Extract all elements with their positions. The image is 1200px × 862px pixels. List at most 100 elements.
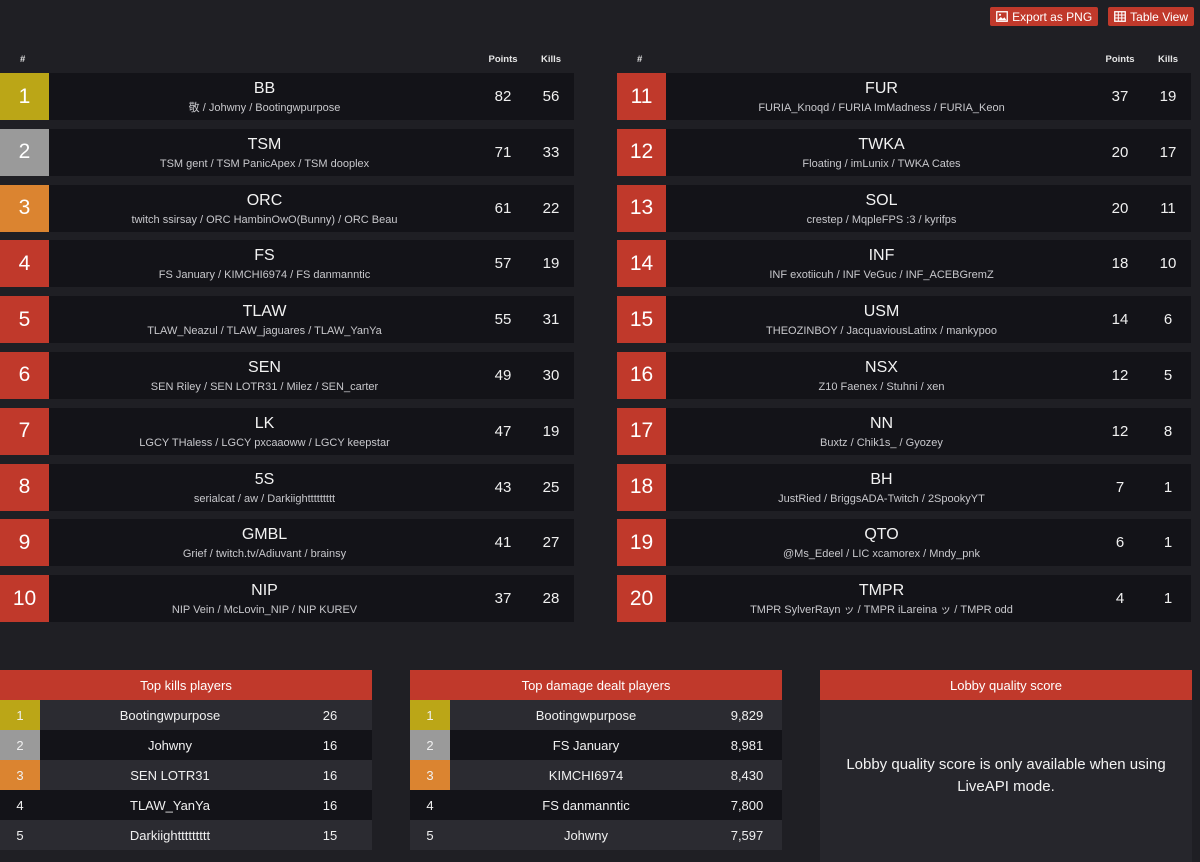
team-kills: 1 [1163,478,1173,496]
player-row: 3 KIMCHI6974 8,430 [410,760,782,790]
team-name: INF [868,247,895,265]
standings-right: # Points Kills 11 FUR FURIA_Knoqd / FURIA … [617,54,1191,631]
team-cell: TMPR TMPR SylverRayn ッ / TMPR iLareina ッ … [666,575,1097,622]
table-view-button[interactable]: Table View [1108,7,1194,26]
standings-left: # Points Kills 1 BB 敬 / Johwny / Bootingwp… [0,54,574,631]
player-value: 8,430 [730,767,764,783]
team-players: twitch ssirsay / ORC HambinOwO(Bunny) / … [131,213,398,226]
player-row: 3 SEN LOTR31 16 [0,760,372,790]
team-name: TMPR [858,582,905,600]
player-value: 16 [322,767,338,783]
team-name: LK [254,414,275,432]
export-png-label: Export as PNG [1012,9,1093,24]
player-name: FS danmanntic [542,797,630,813]
team-kills: 33 [542,143,560,161]
team-name: NIP [251,582,278,600]
team-players: @Ms_Edeel / LIC xcamorex / Mndy_pnk [782,548,981,561]
top-kills-rows: 1 Bootingwpurpose 26 2 Johwny 16 3 SEN LOTR31 16… [0,700,372,850]
team-name: USM [863,303,900,321]
standings-row: 7 LK LGCY THaless / LGCY pxcaaoww / LGCY k… [0,407,574,455]
team-points: 82 [494,88,512,105]
player-name: Darkiighttttttttt [129,827,211,843]
team-cell: BH JustRied / BriggsADA-Twitch / 2SpookyY… [666,464,1097,511]
team-kills: 22 [542,199,560,217]
team-points: 43 [494,478,512,496]
team-points: 12 [1111,366,1129,384]
standings-row: 17 NN Buxtz / Chik1s_ / Gyozey 12 8 [617,407,1191,455]
team-points: 4 [1115,590,1125,608]
player-value: 26 [322,707,338,723]
player-name: Bootingwpurpose [119,707,221,723]
rank-badge: 5 [0,296,49,344]
team-players: TMPR SylverRayn ッ / TMPR iLareina ッ / TM… [750,604,1013,617]
team-cell: TLAW TLAW_Neazul / TLAW_jaguares / TLAW_Y… [49,296,480,343]
rank-badge: 18 [617,463,666,511]
team-points: 20 [1111,199,1129,217]
team-points: 71 [494,143,512,161]
team-cell: NSX Z10 Faenex / Stuhni / xen [666,352,1097,399]
team-cell: 5S serialcat / aw / Darkiighttttttttt [49,464,480,511]
team-players: TSM gent / TSM PanicApex / TSM dooplex [159,157,370,170]
player-rank: 5 [16,827,24,843]
rank-badge: 12 [617,128,666,176]
team-players: Z10 Faenex / Stuhni / xen [818,380,945,393]
export-png-button[interactable]: Export as PNG [990,7,1099,26]
team-name: SOL [865,191,898,209]
rank-column-header: # [20,54,26,65]
team-kills: 28 [542,590,560,608]
team-kills: 19 [542,255,560,273]
player-rank: 4 [16,797,24,813]
team-name: FS [254,247,275,265]
standings-row: 19 QTO @Ms_Edeel / LIC xcamorex / Mndy_pnk… [617,519,1191,567]
player-name: Johwny [563,827,609,843]
team-points: 20 [1111,143,1129,161]
standings-row: 9 GMBL Grief / twitch.tv/Adiuvant / brains… [0,519,574,567]
team-cell: QTO @Ms_Edeel / LIC xcamorex / Mndy_pnk [666,519,1097,566]
team-points: 57 [494,255,512,273]
team-cell: GMBL Grief / twitch.tv/Adiuvant / brainsy [49,519,480,566]
team-name: SEN [248,358,281,376]
standings-row: 16 NSX Z10 Faenex / Stuhni / xen 12 5 [617,351,1191,399]
player-rank: 1 [410,700,450,730]
rank-badge: 10 [0,575,49,623]
standings-row: 3 ORC twitch ssirsay / ORC HambinOwO(Bunny… [0,184,574,232]
team-kills: 19 [1159,88,1177,105]
team-name: BB [253,80,276,97]
player-row: 4 FS danmanntic 7,800 [410,790,782,820]
standings-row: 8 5S serialcat / aw / Darkiighttttttttt 43 2… [0,463,574,511]
team-players: INF exotiicuh / INF VeGuc / INF_ACEBGrem… [769,269,994,282]
team-cell: TSM TSM gent / TSM PanicApex / TSM doople… [49,129,480,176]
team-players: FS January / KIMCHI6974 / FS danmanntic [158,269,371,282]
player-value: 16 [322,797,338,813]
rank-badge: 6 [0,351,49,399]
player-row: 4 TLAW_YanYa 16 [0,790,372,820]
team-points: 47 [494,422,512,440]
team-cell: BB 敬 / Johwny / Bootingwpurpose [49,73,480,120]
team-cell: USM THEOZINBOY / JacquaviousLatinx / mank… [666,296,1097,343]
team-name: FUR [865,80,898,97]
team-cell: SOL crestep / MqpleFPS :3 / kyrifps [666,185,1097,232]
player-name: TLAW_YanYa [130,797,210,813]
standings-rows: 1 BB 敬 / Johwny / Bootingwpurpose 82 56 2 TSM T… [0,73,574,623]
rank-badge: 1 [0,73,49,120]
team-players: Grief / twitch.tv/Adiuvant / brainsy [182,548,347,561]
team-points: 18 [1111,255,1129,273]
team-points: 6 [1115,534,1125,552]
player-rank: 5 [426,827,434,843]
team-points: 7 [1115,478,1125,496]
player-name: KIMCHI6974 [548,767,624,783]
team-kills: 1 [1163,534,1173,552]
points-column-header: Points [488,54,518,65]
standings-row: 13 SOL crestep / MqpleFPS :3 / kyrifps 20 11 [617,184,1191,232]
team-cell: INF INF exotiicuh / INF VeGuc / INF_ACEBG… [666,240,1097,287]
team-players: 敬 / Johwny / Bootingwpurpose [188,102,341,114]
standings-row: 6 SEN SEN Riley / SEN LOTR31 / Milez / SEN… [0,351,574,399]
standings-row: 5 TLAW TLAW_Neazul / TLAW_jaguares / TLAW_… [0,296,574,344]
player-value: 7,800 [730,797,764,813]
team-players: JustRied / BriggsADA-Twitch / 2SpookyYT [778,492,985,505]
team-kills: 17 [1159,143,1177,161]
team-players: FURIA_Knoqd / FURIA ImMadness / FURIA_Ke… [758,102,1005,114]
player-name: Johwny [147,737,193,753]
team-kills: 5 [1163,366,1173,384]
team-cell: LK LGCY THaless / LGCY pxcaaoww / LGCY ke… [49,408,480,455]
